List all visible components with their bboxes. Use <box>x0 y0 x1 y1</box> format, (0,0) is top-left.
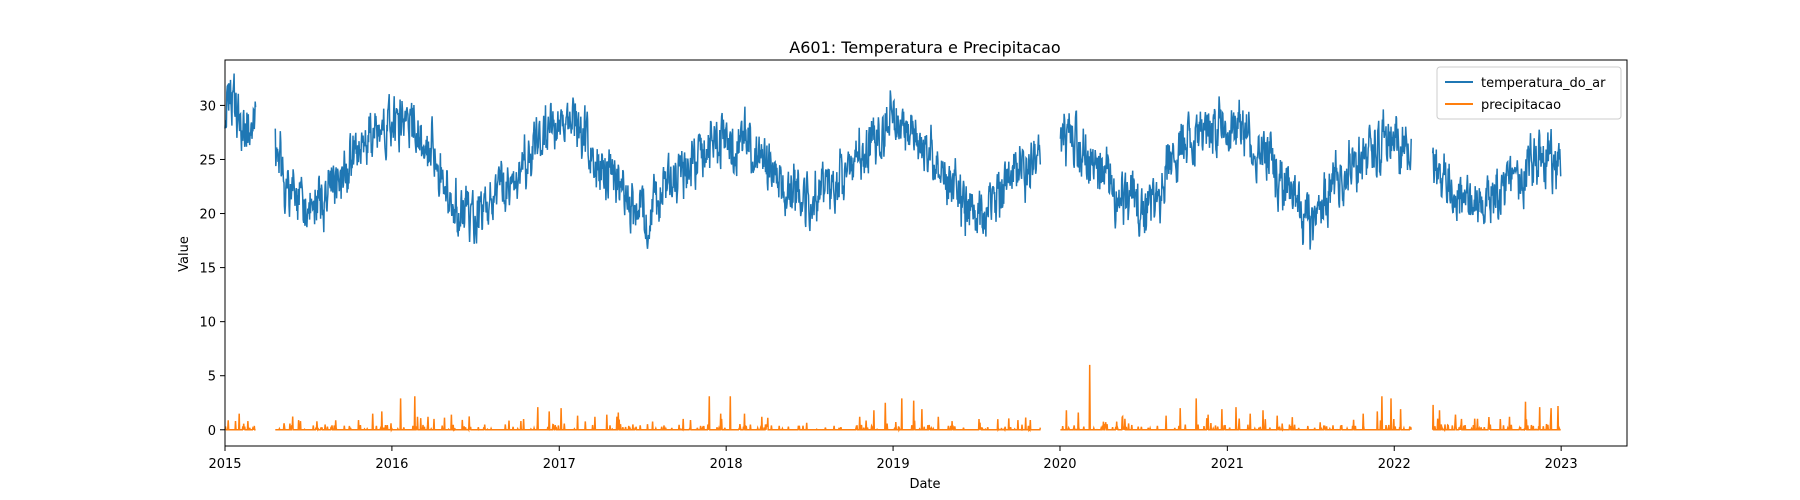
legend-entry-label: temperatura_do_ar <box>1481 76 1606 91</box>
y-tick-label: 0 <box>208 424 216 439</box>
x-tick-label: 2016 <box>375 457 408 472</box>
y-tick-label: 10 <box>199 316 216 331</box>
y-axis-label: Value <box>177 236 192 272</box>
legend-entry-label: precipitacao <box>1481 98 1561 113</box>
x-tick-label: 2017 <box>543 457 576 472</box>
x-tick-label: 2023 <box>1545 457 1578 472</box>
x-tick-label: 2015 <box>208 457 241 472</box>
y-tick-label: 25 <box>199 153 216 168</box>
x-tick-label: 2018 <box>710 457 743 472</box>
axes-frame <box>224 59 1628 447</box>
y-tick-label: 15 <box>199 262 216 277</box>
series-temperatura-do-ar-line <box>224 73 1562 250</box>
y-tick-label: 5 <box>208 370 216 385</box>
y-tick-label: 20 <box>199 208 216 223</box>
plot-area <box>224 73 1562 433</box>
legend: temperatura_do_ar precipitacao <box>1436 66 1622 120</box>
x-tick-label: 2020 <box>1043 457 1076 472</box>
y-tick-label: 30 <box>199 99 216 114</box>
legend-box <box>1436 66 1622 120</box>
x-tick-label: 2022 <box>1378 457 1411 472</box>
series-precipitacao-line <box>224 364 1561 433</box>
x-axis-label: Date <box>909 477 940 492</box>
x-tick-label: 2021 <box>1211 457 1244 472</box>
x-tick-label: 2019 <box>877 457 910 472</box>
chart-title: A601: Temperatura e Precipitacao <box>789 38 1060 57</box>
axes: 2015 2016 2017 2018 2019 2020 2021 2022 20230510… <box>199 59 1628 472</box>
